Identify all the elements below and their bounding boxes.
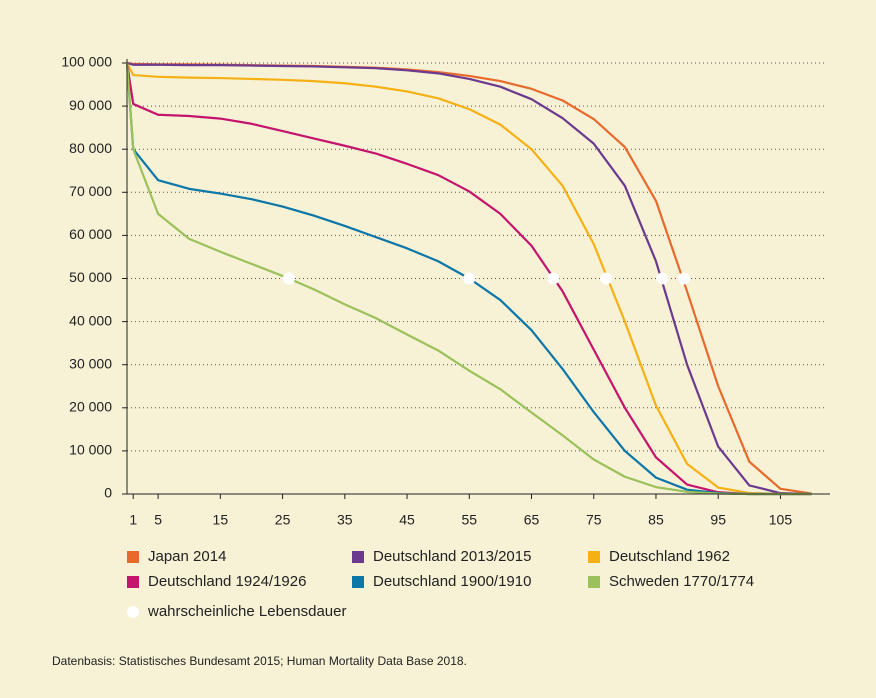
median-point — [547, 272, 560, 285]
source-note: Datenbasis: Statistisches Bundesamt 2015… — [52, 654, 467, 668]
median-point — [282, 272, 295, 285]
x-tick-label: 95 — [710, 512, 726, 528]
survival-line — [125, 62, 812, 496]
survival-line — [126, 61, 812, 496]
x-tick-label: 55 — [461, 512, 477, 528]
median-point — [677, 272, 690, 285]
legend-label: wahrscheinliche Lebensdauer — [147, 603, 346, 620]
median-point — [463, 272, 476, 285]
y-tick-label: 30 000 — [69, 355, 112, 371]
y-tick-label: 90 000 — [69, 97, 112, 113]
legend-swatch — [127, 606, 139, 618]
x-tick-label: 75 — [586, 512, 602, 528]
x-tick-label: 85 — [648, 512, 664, 528]
y-tick-label: 50 000 — [69, 269, 112, 285]
y-tick-label: 40 000 — [69, 312, 112, 328]
legend-swatch — [588, 551, 600, 563]
legend-label: Deutschland 1962 — [609, 548, 730, 565]
legend-swatch — [352, 551, 364, 563]
legend-label: Deutschland 1924/1926 — [148, 573, 306, 590]
legend-label: Deutschland 1900/1910 — [373, 573, 531, 590]
median-point — [656, 272, 669, 285]
x-tick-label: 65 — [524, 512, 540, 528]
x-tick-label: 105 — [769, 512, 793, 528]
y-tick-label: 0 — [104, 485, 112, 501]
y-tick-label: 10 000 — [69, 442, 112, 458]
y-tick-label: 70 000 — [69, 183, 112, 199]
x-tick-label: 5 — [154, 512, 162, 528]
x-tick-label: 1 — [129, 512, 137, 528]
x-tick-label: 15 — [213, 512, 229, 528]
legend-swatch — [588, 576, 600, 588]
legend-label: Japan 2014 — [148, 548, 226, 565]
legend-label: Schweden 1770/1774 — [609, 573, 754, 590]
y-tick-label: 60 000 — [69, 226, 112, 242]
median-point — [600, 272, 613, 285]
survival-line — [125, 62, 812, 496]
survival-line — [125, 62, 812, 496]
legend-label: Deutschland 2013/2015 — [373, 548, 531, 565]
y-tick-label: 20 000 — [69, 399, 112, 415]
legend-swatch — [127, 576, 139, 588]
x-tick-label: 25 — [275, 512, 291, 528]
x-tick-label: 45 — [399, 512, 415, 528]
survival-line — [126, 62, 812, 496]
legend-swatch — [352, 576, 364, 588]
legend-swatch — [127, 551, 139, 563]
y-tick-label: 100 000 — [61, 54, 112, 70]
y-tick-label: 80 000 — [69, 140, 112, 156]
x-tick-label: 35 — [337, 512, 353, 528]
